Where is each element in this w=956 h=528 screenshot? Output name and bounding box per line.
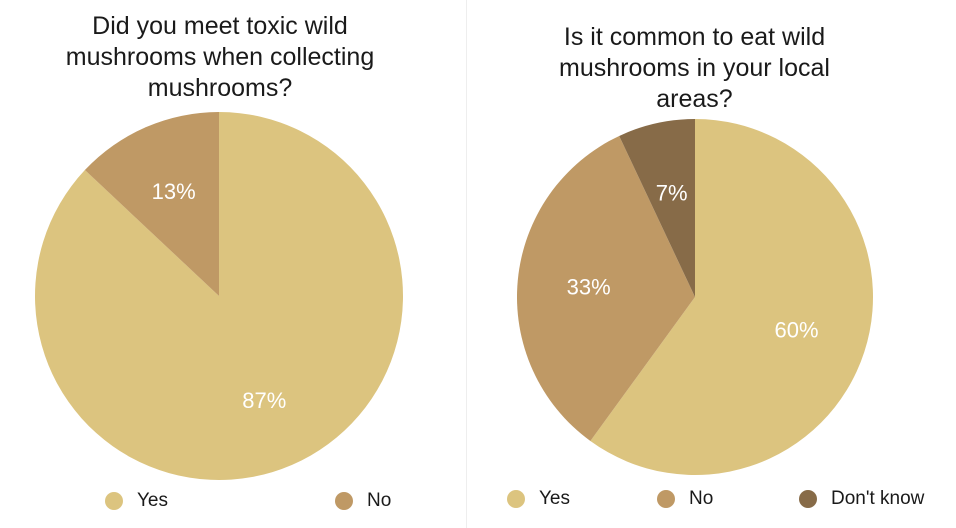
legend-label: Yes	[539, 488, 570, 509]
legend-item-no: No	[657, 488, 713, 510]
legend-item-yes: Yes	[105, 490, 168, 512]
legend-item-yes: Yes	[507, 488, 570, 510]
legend-label: No	[689, 488, 714, 509]
legend-label: Don't know	[831, 488, 925, 509]
legend-label: Yes	[137, 490, 168, 511]
pie-slice-no	[517, 135, 695, 442]
slice-label-don-t-know: 7%	[656, 180, 688, 205]
legend-swatch	[657, 490, 675, 508]
chart-title: Did you meet toxic wild mushrooms when c…	[65, 12, 375, 102]
slice-label-no: 13%	[152, 179, 196, 204]
pie-slice-yes	[590, 119, 873, 476]
legend-swatch	[335, 492, 353, 510]
slice-label-yes: 87%	[242, 388, 286, 413]
panel-divider	[466, 0, 467, 528]
pie-chart-toxic-mushrooms: Did you meet toxic wild mushrooms when c…	[0, 0, 466, 528]
legend-item-no: No	[335, 490, 391, 512]
chart-title: Is it common to eat wild mushrooms in yo…	[559, 23, 830, 113]
legend-swatch	[799, 490, 817, 508]
slice-label-yes: 60%	[775, 318, 819, 343]
pie-slice-don-t-know	[619, 119, 695, 297]
slice-label-no: 33%	[567, 274, 611, 299]
pie-chart-eat-wild-mushrooms: Is it common to eat wild mushrooms in yo…	[467, 0, 956, 528]
pie-slice-no	[84, 112, 219, 296]
pie-slice-yes	[34, 112, 403, 481]
pie-plot: 87% 13%	[34, 112, 403, 481]
legend-swatch	[105, 492, 123, 510]
legend-swatch	[507, 490, 525, 508]
legend-item-don-t-know: Don't know	[799, 488, 924, 510]
legend-label: No	[367, 490, 392, 511]
pie-plot: 60% 33% 7%	[517, 119, 873, 476]
